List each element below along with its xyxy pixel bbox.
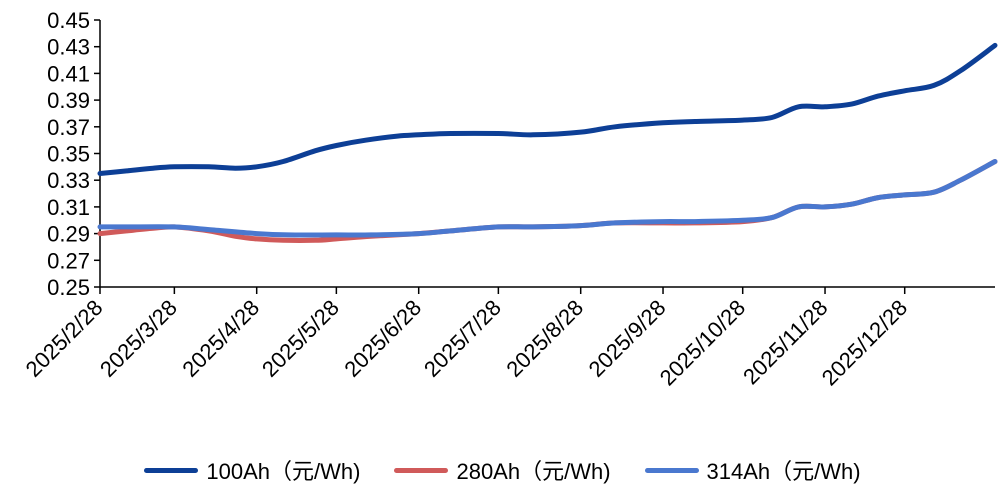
y-tick-label: 0.35 [47,142,90,167]
y-tick-label: 0.27 [47,248,90,273]
legend-label-0: 100Ah（元/Wh) [206,459,361,484]
x-tick-label: 2025/12/28 [817,295,913,391]
legend-swatch-0 [144,467,199,473]
legend-item-0: 100Ah（元/Wh) [144,454,360,486]
y-tick-label: 0.41 [47,61,90,86]
x-tick-label: 2025/6/28 [339,295,426,382]
legend-label-1: 280Ah（元/Wh) [456,459,611,484]
y-tick-label: 0.45 [47,8,90,33]
y-tick-label: 0.37 [47,115,90,140]
y-tick-label: 0.25 [47,275,90,300]
chart-canvas: 0.250.270.290.310.330.350.370.390.410.43… [21,8,998,391]
legend-item-1: 280Ah（元/Wh) [394,454,611,486]
x-tick-label: 2025/5/28 [257,295,344,382]
x-tick-label: 2025/4/28 [177,295,264,382]
y-tick-label: 0.29 [47,222,90,247]
legend-label-2: 314Ah（元/Wh) [706,459,861,484]
x-tick-label: 2025/2/28 [21,295,108,382]
x-tick-label: 2025/7/28 [419,295,506,382]
series-line-0 [97,42,998,176]
chart-legend: 100Ah（元/Wh) 280Ah（元/Wh) 314Ah（元/Wh) [0,455,1005,485]
y-tick-label: 0.31 [47,195,90,220]
y-tick-label: 0.33 [47,168,90,193]
legend-swatch-2 [644,467,699,473]
series-line-2 [97,159,998,238]
y-tick-label: 0.39 [47,88,90,113]
x-tick-label: 2025/3/28 [95,295,182,382]
x-tick-label: 2025/10/28 [655,295,751,391]
y-tick-label: 0.43 [47,35,90,60]
x-tick-label: 2025/8/28 [501,295,588,382]
legend-swatch-1 [394,467,449,473]
legend-item-2: 314Ah（元/Wh) [644,454,861,486]
